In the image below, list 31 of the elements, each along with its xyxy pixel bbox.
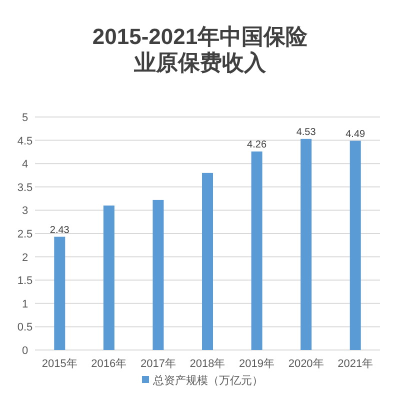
x-tick-label: 2018年	[190, 358, 226, 370]
y-tick-label: 2	[22, 252, 28, 264]
x-tick-label: 2019年	[239, 358, 275, 370]
bar	[251, 151, 262, 350]
data-label: 4.49	[346, 128, 366, 140]
data-label: 2.43	[50, 224, 70, 236]
x-tick-label: 2016年	[91, 358, 127, 370]
bar	[54, 236, 66, 350]
y-tick-label: 3.5	[17, 182, 33, 194]
x-tick-label: 2017年	[140, 358, 176, 370]
chart-title: 2015-2021年中国保险业原保费收入	[92, 24, 309, 75]
bar	[350, 140, 361, 350]
y-tick-label: 3	[22, 205, 28, 218]
legend-label: 总资产规模（万亿元）	[152, 374, 263, 387]
data-label: 4.26	[247, 139, 267, 150]
bar	[202, 172, 213, 350]
bar	[103, 206, 114, 350]
x-tick-label: 2020年	[288, 358, 324, 370]
y-tick-label: 1.5	[17, 275, 33, 288]
bar	[300, 138, 312, 350]
y-tick-label: 0	[22, 345, 28, 357]
y-tick-label: 4	[22, 158, 28, 171]
y-tick-label: 5	[22, 112, 28, 124]
y-tick-label: 0.5	[17, 322, 33, 334]
y-tick-label: 4.5	[17, 135, 33, 148]
bar	[152, 200, 164, 350]
y-tick-label: 1	[22, 298, 28, 310]
data-label: 4.53	[296, 126, 316, 138]
x-tick-label: 2021年	[338, 358, 374, 370]
y-tick-label: 2.5	[17, 228, 33, 240]
x-tick-label: 2015年	[42, 358, 78, 370]
